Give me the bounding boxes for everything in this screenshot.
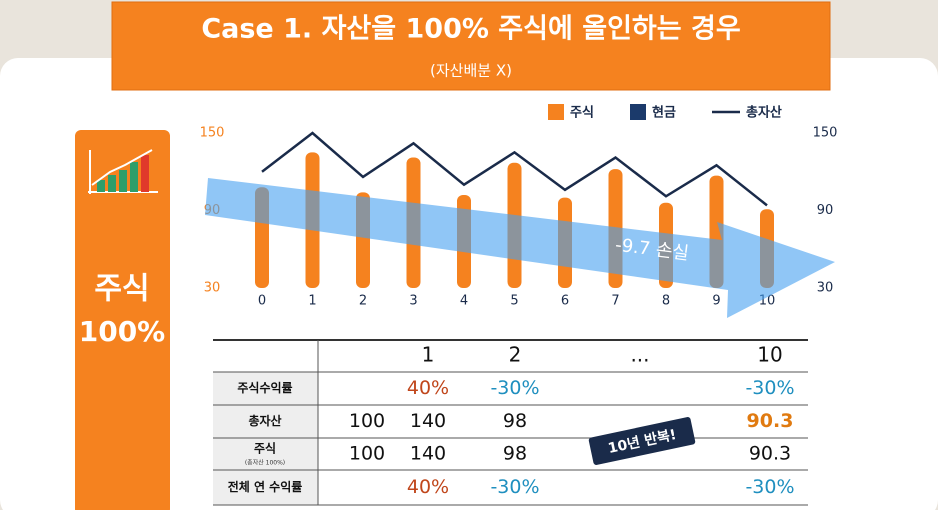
row-label: 전체 연 수익률 (228, 479, 303, 494)
title-box (111, 1, 831, 91)
side-box (75, 130, 170, 510)
x-tick-label: 2 (359, 294, 367, 309)
legend-swatch (548, 104, 564, 120)
column-header: 1 (422, 343, 435, 367)
legend-label: 현금 (652, 105, 676, 121)
cell: 98 (503, 410, 527, 432)
side-label: 주식 (94, 272, 149, 307)
x-tick-label: 6 (561, 294, 569, 309)
row-sublabel: (총자산 100%) (245, 459, 285, 467)
cell: -30% (490, 377, 539, 399)
legend-label: 총자산 (746, 105, 782, 121)
x-tick-label: 7 (611, 294, 619, 309)
chart-icon (88, 149, 158, 194)
cell: 140 (410, 443, 446, 465)
y-tick-label: 30 (204, 281, 221, 296)
side-label: 100% (79, 315, 166, 348)
cell: 40% (407, 476, 449, 498)
x-tick-label: 4 (460, 294, 468, 309)
cell: 98 (503, 443, 527, 465)
title: Case 1. 자산을 100% 주식에 올인하는 경우 (201, 14, 740, 45)
stamp-box (588, 417, 696, 465)
y-tick-label: 150 (200, 126, 225, 141)
cell: 40% (407, 377, 449, 399)
x-tick-label: 5 (510, 294, 518, 309)
cell: 140 (410, 410, 446, 432)
cell: -30% (745, 476, 794, 498)
legend-label: 주식 (570, 105, 594, 121)
row-label: 주식수익률 (237, 380, 292, 395)
table: 1 2... 10 주식수익률 40% -30% -30% 총자산 100 140 98 90.3 주식… (213, 339, 808, 506)
row-label: 주식 (254, 441, 276, 456)
column-header: 10 (757, 343, 782, 367)
x-tick-label: 1 (308, 294, 316, 309)
cell: 90.3 (749, 443, 791, 465)
cell: 90.3 (747, 410, 794, 432)
x-tick-label: 9 (712, 294, 720, 309)
legend-swatch (630, 104, 646, 120)
cell: -30% (745, 377, 794, 399)
column-header: ... (630, 343, 649, 367)
line (261, 131, 768, 207)
x-tick-label: 3 (409, 294, 417, 309)
y2-tick-label: 150 (813, 126, 838, 141)
x-tick-label: 8 (662, 294, 670, 309)
row-label: 총자산 (248, 413, 281, 428)
cell: 100 (349, 443, 385, 465)
cell: 100 (349, 410, 385, 432)
column-header: 2 (509, 343, 522, 367)
cell: -30% (490, 476, 539, 498)
y2-tick-label: 90 (817, 203, 834, 218)
y2-tick-label: 30 (817, 281, 834, 296)
x-tick-label: 0 (258, 294, 266, 309)
trend-arrow (205, 178, 835, 318)
subtitle: (자산배분 X) (430, 62, 512, 80)
